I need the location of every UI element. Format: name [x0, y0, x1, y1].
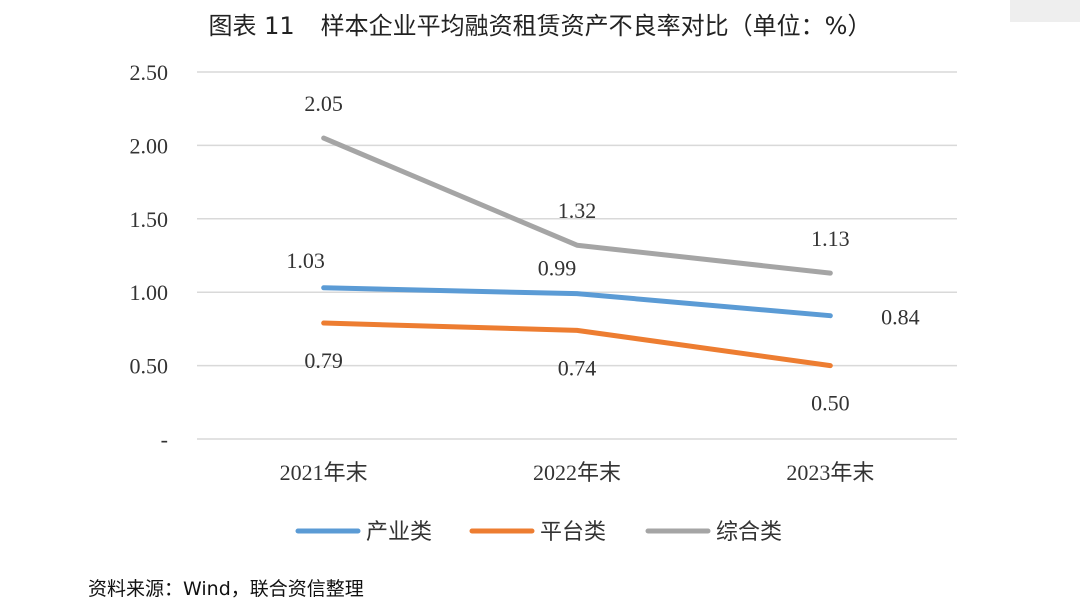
series-line: [321, 285, 833, 319]
data-label: 0.74: [558, 355, 597, 380]
y-tick-label: 2.00: [130, 133, 169, 158]
x-tick-label: 2021年末: [280, 460, 368, 485]
legend: 产业类 平台类 综合类: [295, 520, 782, 545]
corner-shade: [1010, 0, 1080, 22]
line-chart: - 0.50 1.00 1.50 2.00 2.50 2021年末 2022年末 2023年末…: [130, 60, 957, 545]
series-line: [321, 320, 833, 369]
source-note: 资料来源：Wind，联合资信整理: [88, 578, 364, 600]
y-tick-label: 2.50: [130, 60, 169, 85]
x-tick-label: 2022年末: [533, 460, 621, 485]
data-label: 0.50: [811, 391, 850, 416]
data-label: 0.99: [538, 256, 577, 281]
data-label: 2.05: [304, 91, 343, 116]
data-label: 1.32: [558, 198, 597, 223]
x-tick-labels: 2021年末 2022年末 2023年末: [280, 460, 875, 485]
title-text: 样本企业平均融资租赁资产不良率对比（单位：%）: [320, 12, 872, 40]
title-prefix: 图表 11: [208, 12, 295, 40]
series-line: [321, 135, 833, 276]
data-label: 0.79: [304, 348, 343, 373]
chart-title: 图表 11 样本企业平均融资租赁资产不良率对比（单位：%）: [0, 6, 1080, 41]
legend-label: 综合类: [716, 520, 782, 545]
y-tick-label: -: [161, 427, 168, 452]
y-tick-label: 1.50: [130, 207, 169, 232]
legend-label: 平台类: [540, 520, 606, 545]
data-label: 1.03: [286, 248, 325, 273]
legend-label: 产业类: [366, 520, 432, 545]
data-label: 1.13: [811, 226, 850, 251]
y-tick-label: 0.50: [130, 354, 169, 379]
y-tick-labels: - 0.50 1.00 1.50 2.00 2.50: [130, 60, 169, 452]
data-labels: 1.03 0.99 0.84 0.79 0.74 0.50 2.05 1.32 1.13: [286, 91, 919, 416]
data-label: 0.84: [881, 305, 920, 330]
y-tick-label: 1.00: [130, 280, 169, 305]
x-tick-label: 2023年末: [786, 460, 874, 485]
series-lines: [321, 135, 833, 369]
